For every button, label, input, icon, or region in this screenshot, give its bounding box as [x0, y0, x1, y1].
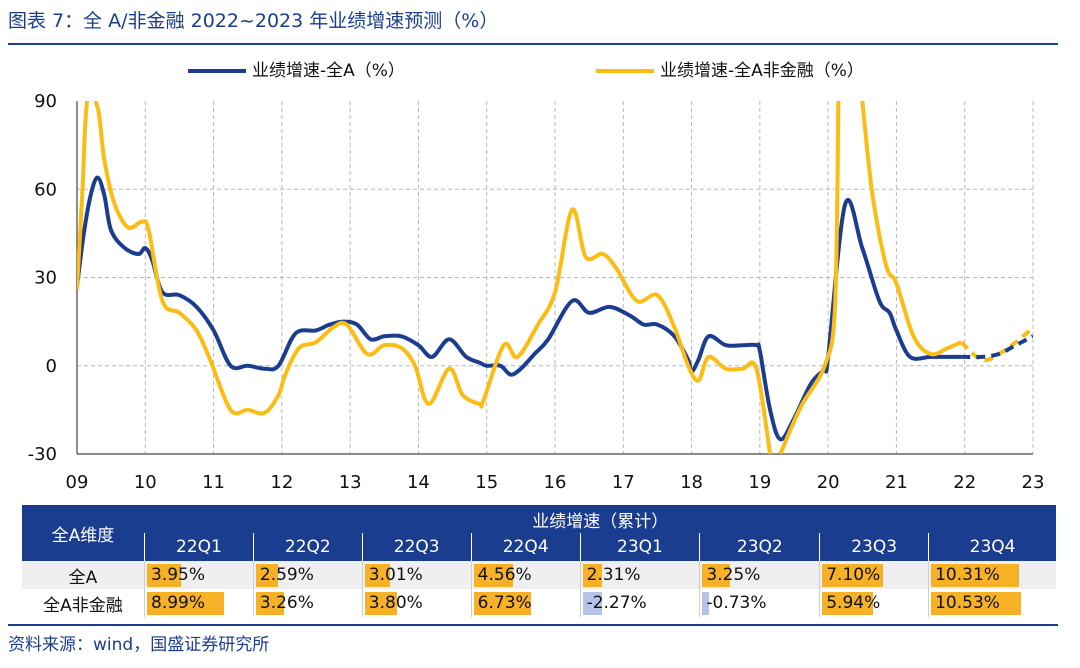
- quarter-header: 23Q2: [699, 533, 820, 561]
- figure-title: 图表 7：全 A/非金融 2022~2023 年业绩增速预测（%）: [8, 10, 499, 32]
- growth-value-cell: 7.10%: [819, 561, 929, 589]
- growth-value-cell: 4.56%: [470, 561, 581, 589]
- data-bar: [473, 564, 513, 587]
- data-bar: [147, 592, 224, 615]
- growth-value: 3.95%: [151, 565, 206, 585]
- growth-value: -2.27%: [586, 593, 647, 613]
- data-bar: [255, 592, 284, 615]
- legend-swatch-b: [596, 69, 654, 73]
- quarter-header: 23Q3: [819, 533, 929, 561]
- legend-label-b: 业绩增速-全A非金融（%）: [660, 61, 864, 81]
- data-bar: [582, 564, 603, 587]
- y-tick-label: 30: [34, 268, 57, 289]
- growth-value: 3.25%: [706, 565, 761, 585]
- data-bar: [822, 592, 874, 615]
- growth-value: 3.01%: [368, 565, 423, 585]
- title-rule: [8, 43, 1058, 45]
- row-label: 全A: [22, 561, 145, 589]
- series-a-line: [77, 175, 962, 442]
- growth-value-cell: 2.59%: [252, 561, 363, 589]
- growth-value-cell: 8.99%: [144, 589, 254, 617]
- growth-value: 3.80%: [368, 593, 423, 613]
- data-bar: [255, 564, 278, 587]
- growth-value: 2.59%: [259, 565, 314, 585]
- growth-value: 10.53%: [935, 593, 1000, 613]
- x-tick-label: 14: [407, 472, 430, 493]
- growth-value: 10.31%: [935, 565, 1000, 585]
- data-bar: [822, 564, 883, 587]
- x-tick-label: 09: [66, 472, 89, 493]
- quarter-header: 22Q2: [252, 533, 363, 561]
- growth-value-cell: -0.73%: [699, 589, 820, 617]
- source-rule: [8, 624, 1058, 626]
- x-tick-label: 22: [953, 472, 976, 493]
- quarter-header: 22Q3: [361, 533, 472, 561]
- series-b-line: [778, 101, 841, 454]
- data-bar: [364, 592, 398, 615]
- x-tick-label: 23: [1022, 472, 1045, 493]
- y-tick-label: 90: [34, 91, 57, 112]
- x-tick-label: 11: [202, 472, 225, 493]
- legend-item-b: 业绩增速-全A非金融（%）: [596, 56, 864, 81]
- growth-value-cell: 3.80%: [361, 589, 472, 617]
- growth-value-cell: 3.95%: [144, 561, 254, 589]
- growth-value-cell: 10.53%: [928, 589, 1056, 617]
- x-tick-label: 19: [748, 472, 771, 493]
- legend-item-a: 业绩增速-全A（%）: [188, 56, 405, 81]
- series-a-forecast-line: [961, 334, 1033, 360]
- growth-value-cell: 3.25%: [699, 561, 820, 589]
- data-bar: [364, 564, 391, 587]
- growth-value-cell: 2.31%: [579, 561, 700, 589]
- y-tick-label: 60: [34, 179, 57, 200]
- data-bar: [931, 564, 1020, 587]
- group-header: 业绩增速（累计）: [144, 505, 1056, 533]
- x-tick-label: 15: [475, 472, 498, 493]
- x-tick-label: 16: [544, 472, 567, 493]
- line-chart: 09 10 11 12 13 14 15 16 17 18 19 20 21 22 23 90 60 30 0 -30: [28, 91, 1045, 493]
- x-tick-label: 21: [885, 472, 908, 493]
- quarter-header: 22Q1: [144, 533, 254, 561]
- data-bar: [702, 564, 731, 587]
- growth-value: 6.73%: [477, 593, 532, 613]
- quarter-header: 22Q4: [470, 533, 581, 561]
- data-bar: [147, 564, 181, 587]
- series-b-line: [860, 101, 963, 357]
- growth-value: 7.10%: [826, 565, 881, 585]
- x-tick-label: 18: [680, 472, 703, 493]
- growth-value: 5.94%: [826, 593, 881, 613]
- x-tick-label: 13: [339, 472, 362, 493]
- growth-value: 3.26%: [259, 593, 314, 613]
- quarter-header: 23Q1: [579, 533, 700, 561]
- growth-table: 全A维度 业绩增速（累计） 22Q1 22Q2 22Q3 22Q4 23Q1 23Q2 23…: [22, 505, 1056, 617]
- data-bar: [473, 592, 532, 615]
- series-b-line: [77, 101, 773, 454]
- growth-value: 4.56%: [477, 565, 532, 585]
- legend-swatch-a: [188, 69, 246, 73]
- y-tick-label: -30: [28, 444, 57, 465]
- data-bar: [931, 592, 1022, 615]
- source-note: 资料来源：wind，国盛证券研究所: [8, 635, 270, 655]
- growth-value-cell: -2.27%: [579, 589, 700, 617]
- x-tick-label: 20: [817, 472, 840, 493]
- growth-value: 2.31%: [586, 565, 641, 585]
- growth-value: 8.99%: [151, 593, 206, 613]
- dimension-header: 全A维度: [22, 505, 145, 561]
- growth-value-cell: 3.26%: [252, 589, 363, 617]
- growth-value: -0.73%: [706, 593, 767, 613]
- x-tick-label: 12: [270, 472, 293, 493]
- x-tick-label: 17: [612, 472, 635, 493]
- growth-value-cell: 3.01%: [361, 561, 472, 589]
- quarter-header: 23Q4: [928, 533, 1056, 561]
- growth-value-cell: 10.31%: [928, 561, 1056, 589]
- y-tick-label: 0: [46, 356, 57, 377]
- legend-label-a: 业绩增速-全A（%）: [252, 61, 405, 81]
- growth-value-cell: 6.73%: [470, 589, 581, 617]
- x-tick-label: 10: [134, 472, 157, 493]
- data-bar: [702, 592, 709, 615]
- row-label: 全A非金融: [22, 589, 145, 617]
- growth-value-cell: 5.94%: [819, 589, 929, 617]
- data-bar: [582, 592, 602, 615]
